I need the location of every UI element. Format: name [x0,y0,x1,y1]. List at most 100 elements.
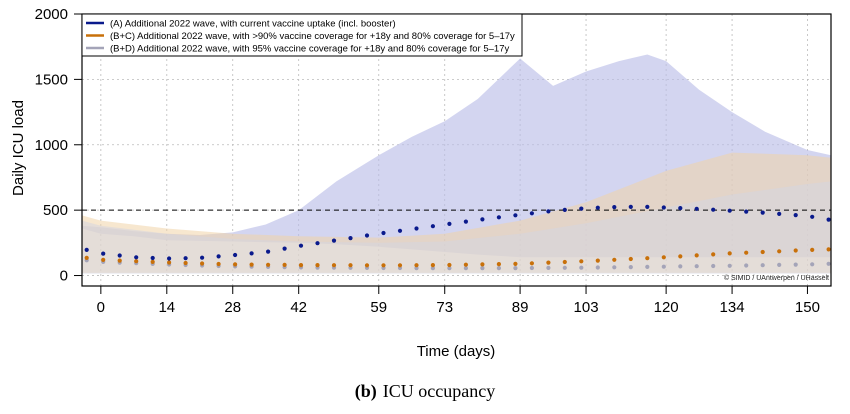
chart: 0 14 28 42 59 73 89 103 120 134 150050010001500200… [10,6,832,360]
series-point [282,246,287,251]
series-point [628,265,633,270]
series-point [249,262,254,267]
legend-entry-a: (A) Additional 2022 wave, with current v… [110,19,396,30]
series-point [447,221,452,226]
series-point [595,258,600,263]
y-tick-label: 1500 [35,71,68,88]
series-point [645,256,650,261]
series-point [810,214,815,219]
series-point [84,247,89,252]
series-point [579,265,584,270]
series-point [496,215,501,220]
legend-entry-bd: (B+D) Additional 2022 wave, with 95% vac… [110,44,509,55]
y-tick-label: 500 [43,202,68,219]
series-point [678,206,683,211]
series-point [579,206,584,211]
series-point [331,263,337,268]
series-point [298,243,304,248]
series-point [661,205,666,210]
series-point [463,262,468,267]
series-point [744,209,749,214]
series-point [447,262,452,268]
series-point [546,209,551,214]
series-point [826,247,831,252]
series-point [595,205,600,210]
uncertainty-bands [82,54,831,274]
series-point [826,217,831,222]
series-point [810,262,815,267]
series-point [183,260,188,266]
series-point [183,256,188,261]
x-tick-label: 103 [574,299,599,316]
series-point [167,260,172,265]
x-tick-label: 42 [290,299,307,316]
series-point [331,238,337,243]
series-point [513,261,518,266]
series-point [760,263,765,268]
series-point [414,226,419,231]
series-point [364,233,370,238]
series-point [628,256,633,262]
series-point [134,255,139,260]
series-point [348,236,353,241]
x-tick-label: 89 [512,299,529,316]
caption-text: ICU occupancy [382,381,496,401]
series-point [200,261,205,266]
series-point [463,219,468,224]
series-point [694,264,699,269]
series-point [562,207,567,212]
series-point [645,204,650,209]
series-point [678,254,683,259]
series-point [117,258,122,263]
legend-box [81,13,523,57]
series-point [414,266,419,271]
x-tick-label: 28 [224,299,241,316]
x-tick-label: 134 [720,299,745,316]
x-tick-label: 59 [370,299,387,316]
y-axis-label: Daily ICU load [10,100,27,196]
series-point [463,266,468,271]
series-point [216,261,221,267]
series-point [612,265,617,270]
legend: (A) Additional 2022 wave, with current v… [81,13,523,57]
series-point [266,249,271,254]
x-tick-label: 73 [436,299,453,316]
series-point [678,264,683,269]
series-point [810,247,815,252]
series-point [348,263,353,268]
credit-annotation: © SIMID / UAntwerpen / UHasselt [724,274,829,282]
y-tick-label: 1000 [35,137,68,154]
series-point [430,224,435,229]
series-point [315,241,320,246]
x-tick-label: 120 [654,299,679,316]
series-point [645,264,650,269]
series-point [480,262,485,267]
series-point [579,259,584,264]
caption-label: (b) [354,381,377,401]
series-point [233,262,238,267]
series-point [777,249,782,254]
series-point [612,205,617,210]
axes: 0 14 28 42 59 73 89 103 120 134 150050010001500200… [35,6,820,316]
series-point [315,263,320,268]
series-point [430,266,435,271]
x-tick-label: 150 [795,299,820,316]
series-point [711,252,716,257]
series-point [249,251,254,256]
x-tick-label: 14 [158,299,175,316]
x-axis-label: Time (days) [417,343,496,360]
series-point [793,248,798,253]
series-point [298,263,304,268]
series-point [661,255,666,260]
series-point [266,262,271,267]
series-points [84,204,831,271]
series-point [101,251,106,256]
series-point [233,252,238,258]
series-point [744,263,749,268]
series-point [167,256,172,261]
legend-entry-bc: (B+C) Additional 2022 wave, with >90% va… [110,31,515,42]
series-point [694,253,699,258]
series-point [711,263,716,269]
series-point [777,262,782,267]
figure-caption: (b) ICU occupancy [0,381,850,402]
